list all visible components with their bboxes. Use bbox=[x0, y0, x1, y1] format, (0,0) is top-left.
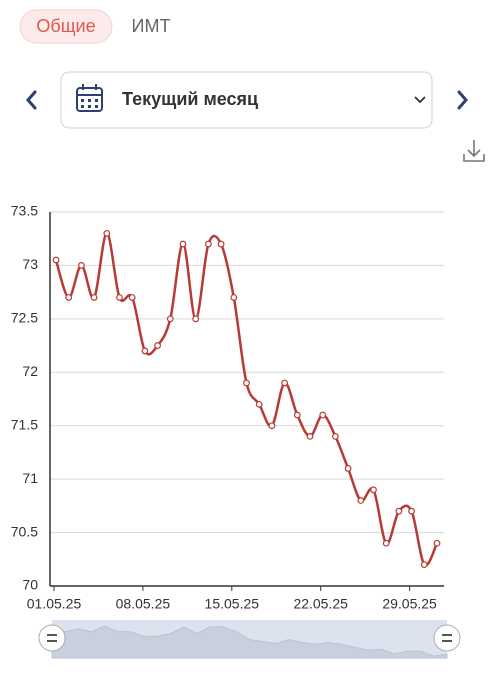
point bbox=[255, 400, 263, 408]
download-button[interactable] bbox=[463, 140, 485, 162]
dropdown-chevron bbox=[414, 96, 426, 104]
point bbox=[179, 240, 187, 248]
point bbox=[395, 507, 403, 515]
point bbox=[243, 379, 250, 387]
point bbox=[166, 315, 174, 323]
point bbox=[281, 379, 289, 387]
y-tick-label: 73.5 bbox=[11, 203, 38, 219]
plot: 70 70.5 71 71.5 72 72.5 73 73.5 01.05.25 08.05.25… bbox=[11, 203, 444, 612]
point bbox=[141, 347, 149, 355]
point bbox=[306, 433, 314, 440]
point bbox=[293, 411, 301, 419]
point bbox=[52, 256, 60, 264]
point bbox=[319, 411, 327, 419]
x-tick-label: 15.05.25 bbox=[205, 596, 260, 612]
point bbox=[357, 497, 365, 504]
point bbox=[408, 507, 416, 515]
point bbox=[77, 262, 85, 269]
point bbox=[116, 294, 123, 301]
point bbox=[128, 294, 136, 301]
y-tick-label: 71 bbox=[22, 470, 38, 486]
point bbox=[154, 342, 162, 349]
y-tick-label: 70 bbox=[22, 577, 38, 593]
zoom-preview bbox=[51, 625, 448, 659]
point bbox=[382, 539, 390, 547]
point bbox=[433, 539, 441, 547]
next-button[interactable] bbox=[457, 90, 468, 110]
zoom-handle-left[interactable] bbox=[38, 624, 66, 652]
period-label[interactable]: Текущий месяц bbox=[122, 89, 258, 109]
tab-general-label[interactable]: Общие bbox=[36, 16, 95, 36]
point bbox=[103, 229, 111, 237]
y-tick-label: 73 bbox=[22, 256, 38, 272]
x-tick-label: 29.05.25 bbox=[382, 596, 437, 612]
y-tick-label: 72.5 bbox=[11, 310, 38, 326]
point bbox=[90, 294, 98, 301]
calendar-dots bbox=[81, 99, 98, 108]
point bbox=[332, 433, 339, 440]
point bbox=[192, 315, 200, 323]
y-tick-label: 70.5 bbox=[11, 523, 38, 539]
prev-button[interactable] bbox=[26, 90, 37, 110]
tab-general[interactable] bbox=[19, 9, 113, 44]
point bbox=[268, 422, 276, 430]
y-tick-label: 72 bbox=[22, 363, 38, 379]
point bbox=[344, 465, 352, 472]
zoom-handle-right[interactable] bbox=[433, 624, 461, 652]
calendar-icon bbox=[76, 84, 103, 112]
y-tick-label: 71.5 bbox=[11, 416, 38, 432]
period-select[interactable] bbox=[60, 71, 433, 129]
tab-bmi-label[interactable]: ИМТ bbox=[132, 16, 171, 36]
point bbox=[230, 294, 238, 301]
point bbox=[217, 240, 225, 248]
point bbox=[204, 240, 212, 248]
point bbox=[65, 294, 73, 301]
x-tick-label: 22.05.25 bbox=[293, 596, 348, 612]
point bbox=[420, 561, 428, 569]
x-tick-label: 08.05.25 bbox=[116, 596, 171, 612]
x-tick-label: 01.05.25 bbox=[27, 596, 82, 612]
point bbox=[370, 486, 377, 494]
line bbox=[54, 232, 439, 567]
